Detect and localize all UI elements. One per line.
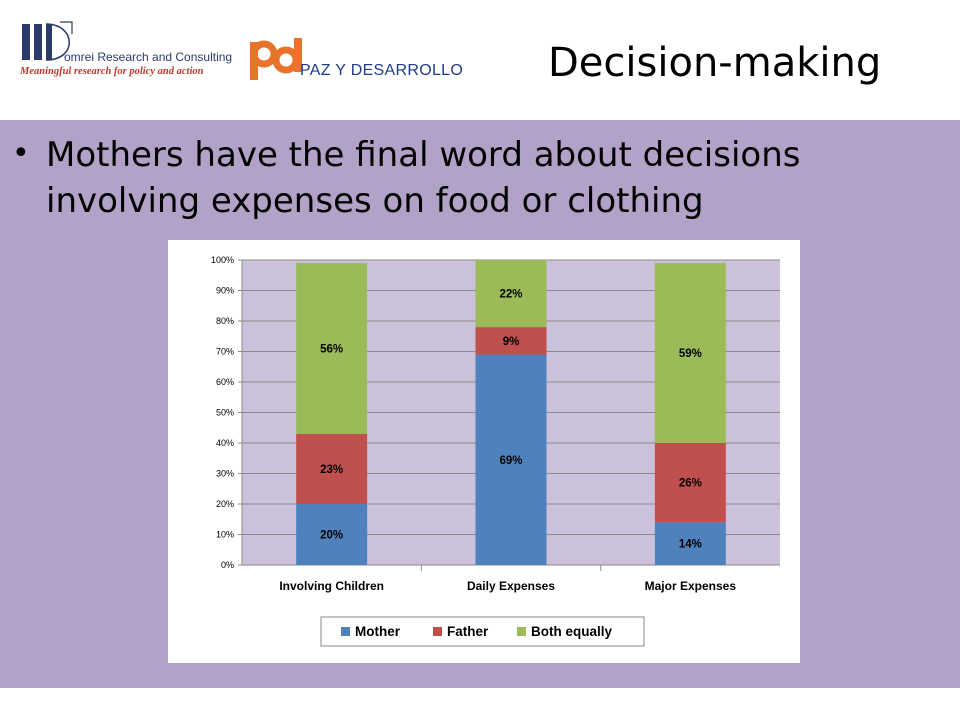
bar-mother <box>475 354 547 565</box>
bullet-marker: • <box>12 136 30 171</box>
y-tick-label: 20% <box>216 499 234 509</box>
legend-item-label: Both equally <box>531 624 612 639</box>
category-label: Involving Children <box>279 579 384 593</box>
domrei-logo-icon <box>22 21 73 61</box>
domrei-logo: omrei Research and Consulting Meaningful… <box>20 20 245 82</box>
paz-y-desarrollo-logo: PAZ Y DESARROLLO <box>248 36 463 86</box>
slide-header: omrei Research and Consulting Meaningful… <box>0 0 960 120</box>
domrei-logo-name: omrei Research and Consulting <box>64 50 233 64</box>
y-tick-label: 40% <box>216 438 234 448</box>
data-label: 20% <box>320 530 343 542</box>
y-tick-label: 80% <box>216 316 234 326</box>
bar-mother <box>296 504 368 565</box>
data-label: 56% <box>320 343 343 355</box>
stacked-bar-chart: 0% 10% 20% 30% 40% 50% 60% 70% 80% 90% 100% 20% 23% 5… <box>211 255 780 647</box>
y-tick-label: 10% <box>216 530 234 540</box>
legend-swatch <box>433 627 442 636</box>
domrei-logo-tagline: Meaningful research for policy and actio… <box>20 66 204 77</box>
legend-item-label: Father <box>447 624 489 639</box>
bar-both-equally <box>475 260 547 328</box>
bar-father <box>296 433 368 504</box>
legend-swatch <box>517 627 526 636</box>
legend-item-label: Mother <box>355 624 401 639</box>
bar-both-equally <box>654 263 726 443</box>
y-tick-label: 60% <box>216 377 234 387</box>
y-tick-label: 0% <box>221 560 234 570</box>
legend-box <box>320 616 645 647</box>
data-label: 23% <box>320 464 343 476</box>
slide-title: Decision-making <box>548 40 882 86</box>
data-label: 14% <box>679 539 702 551</box>
pd-logo-icon <box>250 38 302 80</box>
y-tick-label: 100% <box>211 255 234 265</box>
data-label: 26% <box>679 478 702 490</box>
y-tick-label: 30% <box>216 469 234 479</box>
chart-container: 0% 10% 20% 30% 40% 50% 60% 70% 80% 90% 100% 20% 23% 5… <box>168 240 800 663</box>
data-label: 9% <box>503 336 520 348</box>
bar-mother <box>654 522 726 565</box>
legend-swatch <box>341 627 350 636</box>
bar-father <box>654 443 726 523</box>
pd-logo-name: PAZ Y DESARROLLO <box>300 62 464 79</box>
bullet-text: Mothers have the final word about decisi… <box>46 135 801 221</box>
data-label: 59% <box>679 348 702 360</box>
category-label: Daily Expenses <box>467 579 555 593</box>
y-tick-label: 50% <box>216 408 234 418</box>
y-tick-label: 70% <box>216 347 234 357</box>
bar-both-equally <box>296 263 368 434</box>
bar-father <box>475 327 547 355</box>
category-label: Major Expenses <box>645 579 737 593</box>
y-tick-label: 90% <box>216 286 234 296</box>
data-label: 69% <box>499 455 522 467</box>
data-label: 22% <box>499 289 522 301</box>
